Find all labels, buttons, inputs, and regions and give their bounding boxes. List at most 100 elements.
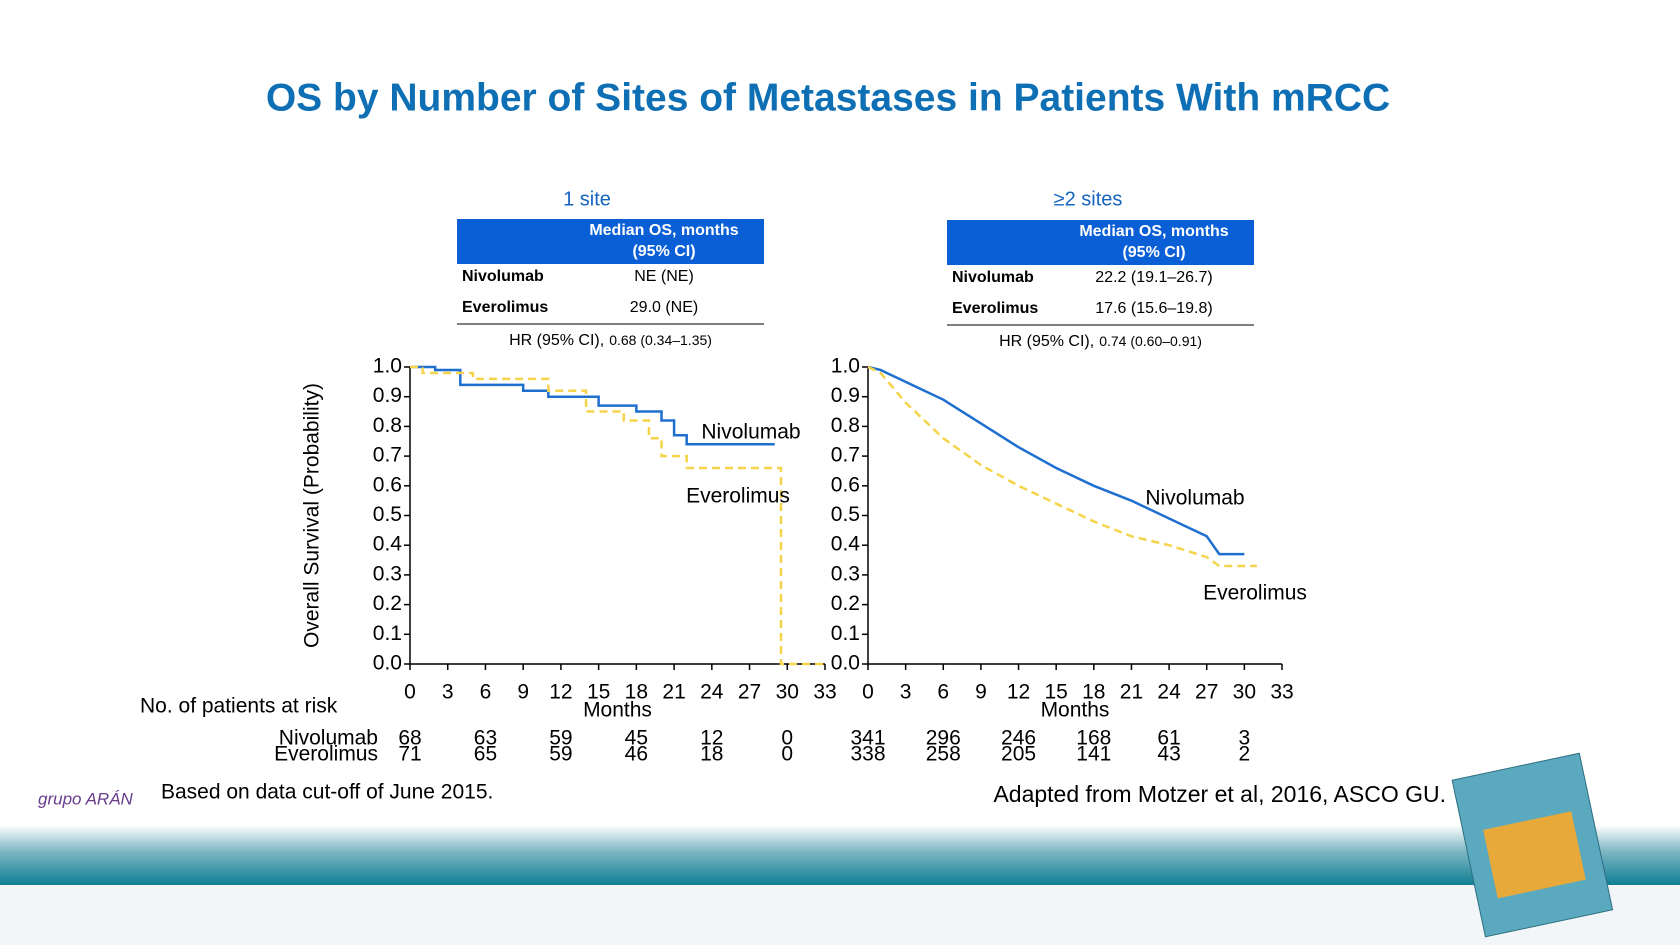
table-row-label: Everolimus bbox=[462, 299, 548, 316]
y-tick-label: 0.9 bbox=[373, 384, 402, 407]
at-risk-count: 71 bbox=[398, 743, 421, 766]
y-tick-label: 0.9 bbox=[831, 384, 860, 407]
x-tick-label: 27 bbox=[1195, 681, 1218, 704]
x-tick-label: 15 bbox=[587, 681, 610, 704]
hr-text: HR (95% CI), 0.68 (0.34–1.35) bbox=[509, 332, 712, 350]
y-tick-label: 0.8 bbox=[373, 414, 402, 437]
table-header-text: Median OS, months bbox=[589, 222, 738, 239]
table-row-label: Nivolumab bbox=[952, 269, 1034, 286]
at-risk-count: 63 bbox=[474, 727, 497, 750]
slide-title: OS by Number of Sites of Metastases in P… bbox=[266, 76, 1390, 119]
table-cell: 22.2 (19.1–26.7) bbox=[1095, 269, 1212, 286]
table-header bbox=[947, 220, 1254, 265]
x-tick-label: 24 bbox=[1157, 681, 1181, 704]
y-tick-label: 0.6 bbox=[373, 473, 402, 496]
x-tick-label: 30 bbox=[1233, 681, 1256, 704]
at-risk-count: 18 bbox=[700, 743, 723, 766]
table-cell: 17.6 (15.6–19.8) bbox=[1095, 300, 1212, 317]
x-tick-label: 21 bbox=[1120, 681, 1143, 704]
x-tick-label: 6 bbox=[937, 681, 949, 704]
x-tick-label: 15 bbox=[1045, 681, 1068, 704]
y-tick-label: 0.3 bbox=[831, 562, 860, 585]
at-risk-count: 141 bbox=[1076, 743, 1111, 766]
y-tick-label: 1.0 bbox=[373, 355, 402, 378]
y-tick-label: 0.0 bbox=[831, 652, 860, 675]
y-tick-label: 0.0 bbox=[373, 652, 402, 675]
panel-title: 1 site bbox=[563, 188, 611, 210]
source: Adapted from Motzer et al, 2016, ASCO GU… bbox=[993, 781, 1446, 807]
curve-label: Everolimus bbox=[686, 485, 790, 508]
x-tick-label: 12 bbox=[1007, 681, 1030, 704]
y-tick-label: 0.6 bbox=[831, 473, 860, 496]
x-tick-label: 24 bbox=[700, 681, 724, 704]
footnote: Based on data cut-off of June 2015. bbox=[161, 781, 493, 804]
y-tick-label: 0.4 bbox=[831, 533, 861, 556]
x-tick-label: 3 bbox=[442, 681, 454, 704]
risk-title: No. of patients at risk bbox=[140, 695, 338, 718]
y-tick-label: 0.7 bbox=[831, 444, 860, 467]
x-tick-label: 33 bbox=[813, 681, 836, 704]
footer-bg bbox=[0, 885, 1680, 945]
at-risk-count: 2 bbox=[1239, 743, 1251, 766]
table-row-label: Nivolumab bbox=[462, 268, 544, 285]
at-risk-count: 59 bbox=[549, 743, 572, 766]
x-tick-label: 18 bbox=[625, 681, 648, 704]
curve-label: Nivolumab bbox=[1145, 487, 1244, 510]
x-tick-label: 9 bbox=[975, 681, 987, 704]
logo: grupo ARÁN bbox=[38, 789, 134, 808]
at-risk-count: 246 bbox=[1001, 727, 1036, 750]
survival-curve bbox=[410, 365, 825, 666]
risk-row-label: Nivolumab bbox=[279, 727, 378, 750]
x-tick-label: 6 bbox=[480, 681, 492, 704]
y-tick-label: 0.3 bbox=[373, 562, 402, 585]
at-risk-count: 205 bbox=[1001, 743, 1036, 766]
at-risk-count: 46 bbox=[625, 743, 648, 766]
y-tick-label: 0.2 bbox=[373, 592, 402, 615]
x-axis-label: Months bbox=[1041, 699, 1110, 722]
x-tick-label: 27 bbox=[738, 681, 761, 704]
y-tick-label: 1.0 bbox=[831, 355, 860, 378]
hr-text: HR (95% CI), 0.74 (0.60–0.91) bbox=[999, 333, 1202, 351]
at-risk-count: 258 bbox=[926, 743, 961, 766]
y-tick-label: 0.1 bbox=[831, 622, 860, 645]
hr-part: HR (95% CI), bbox=[509, 332, 604, 349]
survival-curve bbox=[867, 365, 1245, 556]
y-axis-label: Overall Survival (Probability) bbox=[301, 383, 324, 648]
table-cell: NE (NE) bbox=[634, 268, 694, 285]
risk-row-label: Everolimus bbox=[274, 743, 378, 766]
x-tick-label: 0 bbox=[862, 681, 874, 704]
at-risk-count: 68 bbox=[398, 727, 421, 750]
x-tick-label: 3 bbox=[900, 681, 912, 704]
table-header bbox=[457, 219, 764, 264]
at-risk-count: 65 bbox=[474, 743, 497, 766]
y-tick-label: 0.5 bbox=[373, 503, 402, 526]
x-tick-label: 18 bbox=[1082, 681, 1105, 704]
x-axis-label: Months bbox=[583, 699, 652, 722]
y-tick-label: 0.8 bbox=[831, 414, 860, 437]
y-tick-label: 0.2 bbox=[831, 592, 860, 615]
at-risk-count: 341 bbox=[850, 727, 885, 750]
at-risk-count: 45 bbox=[625, 727, 648, 750]
footer-band bbox=[0, 825, 1680, 885]
y-tick-label: 0.1 bbox=[373, 622, 402, 645]
curve-label: Nivolumab bbox=[701, 421, 800, 444]
x-tick-label: 21 bbox=[662, 681, 685, 704]
hr-part: 0.74 (0.60–0.91) bbox=[1099, 333, 1202, 349]
y-tick-label: 0.7 bbox=[373, 444, 402, 467]
survival-curve bbox=[867, 365, 1257, 568]
at-risk-count: 43 bbox=[1157, 743, 1180, 766]
book-cover bbox=[1451, 752, 1614, 938]
curve-label: Everolimus bbox=[1203, 582, 1307, 605]
table-header-text: (95% CI) bbox=[1122, 244, 1185, 261]
hr-part: 0.68 (0.34–1.35) bbox=[609, 332, 712, 348]
table-header-text: (95% CI) bbox=[632, 243, 695, 260]
at-risk-count: 3 bbox=[1239, 727, 1251, 750]
at-risk-count: 59 bbox=[549, 727, 572, 750]
at-risk-count: 0 bbox=[781, 743, 793, 766]
hr-part: HR (95% CI), bbox=[999, 333, 1094, 350]
table-header-text: Median OS, months bbox=[1079, 223, 1228, 240]
at-risk-count: 12 bbox=[700, 727, 723, 750]
at-risk-count: 0 bbox=[781, 727, 793, 750]
x-tick-label: 12 bbox=[549, 681, 572, 704]
x-tick-label: 30 bbox=[776, 681, 799, 704]
